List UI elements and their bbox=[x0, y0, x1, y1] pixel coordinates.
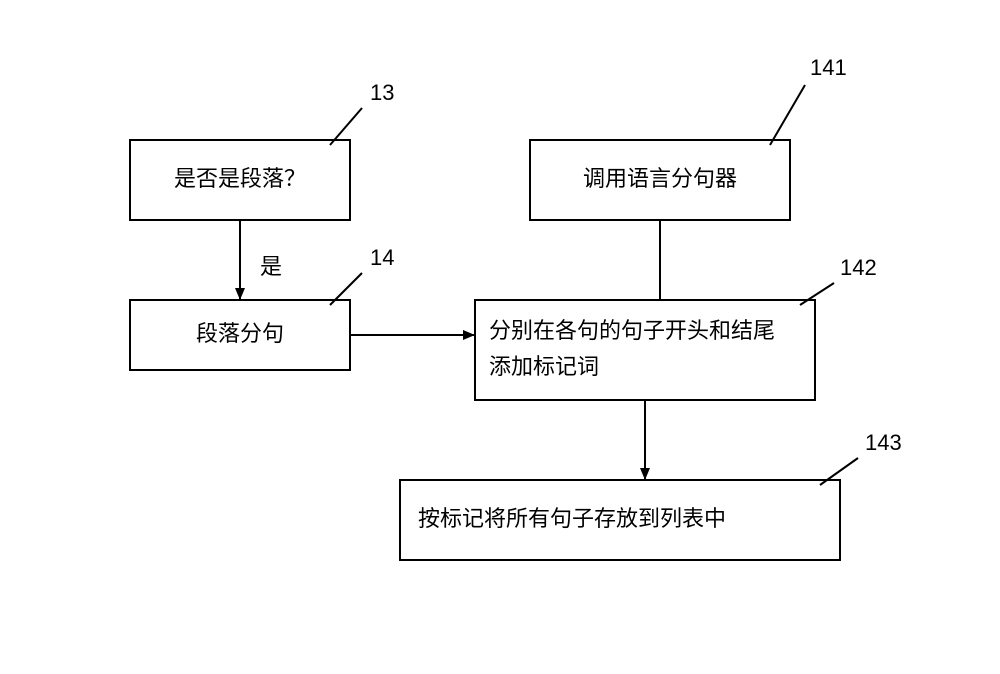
ref-142: 142 bbox=[840, 255, 877, 280]
ref-13: 13 bbox=[370, 80, 394, 105]
ref-14: 14 bbox=[370, 245, 394, 270]
node-call-tokenizer: 调用语言分句器 bbox=[530, 140, 790, 220]
arrowhead-icon bbox=[235, 288, 245, 300]
node-label-line1: 分别在各句的句子开头和结尾 bbox=[489, 318, 775, 343]
leader-line-142 bbox=[800, 283, 834, 305]
node-label: 是否是段落？ bbox=[174, 166, 306, 191]
node-split-sentences: 段落分句 bbox=[130, 300, 350, 370]
edge-label: 是 bbox=[260, 254, 282, 279]
ref-143: 143 bbox=[865, 430, 902, 455]
node-label: 调用语言分句器 bbox=[583, 166, 737, 191]
node-label: 段落分句 bbox=[196, 321, 284, 346]
node-is-paragraph: 是否是段落？ bbox=[130, 140, 350, 220]
arrowhead-icon bbox=[463, 330, 475, 340]
ref-141: 141 bbox=[810, 55, 847, 80]
node-add-markers: 分别在各句的句子开头和结尾 添加标记词 bbox=[475, 300, 815, 400]
node-label-line2: 添加标记词 bbox=[489, 354, 599, 379]
node-label: 按标记将所有句子存放到列表中 bbox=[418, 506, 726, 531]
node-store-list: 按标记将所有句子存放到列表中 bbox=[400, 480, 840, 560]
flowchart-canvas: 是否是段落？ 13 段落分句 14 调用语言分句器 141 分别在各句的句子开头… bbox=[0, 0, 1000, 674]
leader-line-141 bbox=[770, 85, 805, 145]
arrowhead-icon bbox=[640, 468, 650, 480]
node-box bbox=[475, 300, 815, 400]
